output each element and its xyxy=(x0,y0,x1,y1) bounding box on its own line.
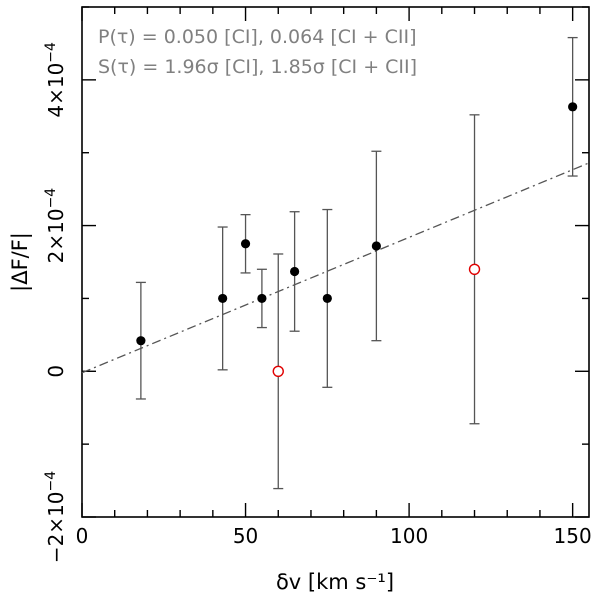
data-point-cii xyxy=(272,365,284,377)
y-tick-label: −2×10−4 xyxy=(43,471,68,563)
y-axis-title: |ΔF/F| xyxy=(8,232,33,292)
data-point-ci xyxy=(371,241,381,251)
y-tick-label: 4×10−4 xyxy=(43,42,68,118)
data-point-ci xyxy=(290,266,300,277)
x-tick-label: 150 xyxy=(554,524,592,548)
data-point-ci xyxy=(568,102,578,112)
data-point-ci xyxy=(136,336,146,346)
x-axis-title: δv [km s⁻¹] xyxy=(276,570,394,594)
x-tick-label: 100 xyxy=(390,524,428,548)
data-point-ci xyxy=(322,293,332,304)
y-tick-label: 0 xyxy=(44,365,68,378)
annotation-p-tau: P(τ) = 0.050 [CI], 0.064 [CI + CII] xyxy=(98,26,417,48)
x-tick-label: 50 xyxy=(233,524,258,548)
data-point-ci xyxy=(257,293,267,304)
annotation-s-tau: S(τ) = 1.96σ [CI], 1.85σ [CI + CII] xyxy=(98,56,417,78)
data-point-ci xyxy=(240,239,251,249)
data-point-cii xyxy=(468,263,481,275)
y-tick-label: 2×10−4 xyxy=(43,188,68,264)
plot-frame xyxy=(81,6,590,518)
fit-line xyxy=(81,162,590,374)
data-point-ci xyxy=(218,293,228,304)
x-tick-label: 0 xyxy=(76,524,89,548)
